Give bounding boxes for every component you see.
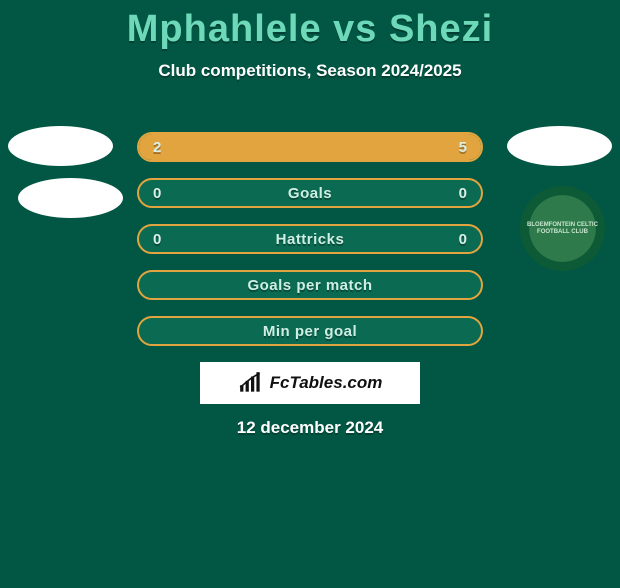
club-crest-label: BLOEMFONTEIN CELTIC FOOTBALL CLUB: [520, 222, 605, 235]
stat-row-matches: 2Matches5: [137, 132, 483, 162]
stat-label: Goals per match: [247, 277, 372, 294]
page-title: Mphahlele vs Shezi: [0, 8, 620, 51]
bars-icon: [238, 372, 264, 394]
watermark: FcTables.com: [200, 362, 420, 404]
player-right-photo-placeholder: [507, 126, 612, 166]
stat-value-right: 0: [459, 231, 467, 248]
watermark-text: FcTables.com: [270, 373, 383, 393]
stat-value-left: 0: [153, 231, 161, 248]
stat-value-right: 0: [459, 185, 467, 202]
stat-row-goals: 0 Goals 0: [137, 178, 483, 208]
footer-date: 12 december 2024: [0, 418, 620, 438]
stat-label: Goals: [288, 185, 332, 202]
comparison-rows: 2Matches5 0 Goals 0 0 Hattricks 0 Goals per mat…: [137, 132, 483, 362]
player-left-photo-placeholder: [8, 126, 113, 166]
player-left-team-placeholder: [18, 178, 123, 218]
stat-row-hattricks: 0 Hattricks 0: [137, 224, 483, 254]
stat-value-right: 5: [459, 139, 467, 156]
stat-label: Hattricks: [276, 231, 345, 248]
stat-fill-right: [235, 134, 481, 160]
page-subtitle: Club competitions, Season 2024/2025: [0, 61, 620, 81]
stat-value-left: 2: [153, 139, 161, 156]
stat-row-min-per-goal: Min per goal: [137, 316, 483, 346]
club-crest-right: BLOEMFONTEIN CELTIC FOOTBALL CLUB: [520, 186, 605, 271]
stat-row-goals-per-match: Goals per match: [137, 270, 483, 300]
stat-value-left: 0: [153, 185, 161, 202]
stat-label: Min per goal: [263, 323, 357, 340]
